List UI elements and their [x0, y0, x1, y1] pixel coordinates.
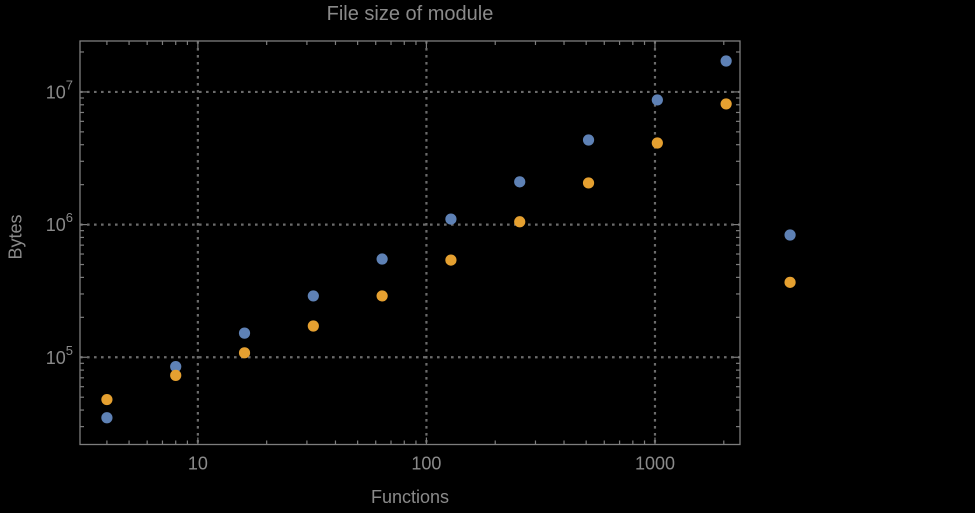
x-tick-label: 1000: [635, 454, 675, 474]
y-tick-label: 107: [46, 77, 73, 102]
data-point-series-orange: [445, 254, 457, 266]
data-point-series-orange: [238, 347, 251, 359]
data-point-series-blue: [720, 55, 732, 67]
data-point-series-orange: [651, 137, 663, 149]
data-point-series-orange: [514, 216, 526, 228]
data-point-series-orange: [307, 320, 319, 332]
x-tick-label: 10: [188, 454, 208, 474]
data-point-series-blue: [582, 134, 595, 146]
data-point-series-orange: [582, 177, 595, 189]
plot-frame: [79, 40, 741, 446]
data-point-series-blue: [101, 412, 113, 424]
data-point-series-orange: [720, 98, 732, 110]
x-tick-label: 100: [411, 454, 441, 474]
data-point-series-blue: [170, 361, 182, 373]
data-point-series-blue: [376, 253, 388, 265]
data-point-series-blue: [651, 94, 663, 106]
chart-title: File size of module: [326, 3, 494, 25]
data-point-series-blue: [514, 176, 526, 188]
data-point-series-blue: [238, 327, 251, 339]
data-point-series-blue: [445, 213, 457, 225]
data-point-series-orange: [101, 393, 113, 406]
data-point-series-orange: [170, 369, 182, 381]
data-point-series-blue: [784, 229, 796, 241]
y-tick-label: 105: [46, 343, 73, 368]
data-point-series-orange: [784, 276, 796, 288]
data-point-series-orange: [376, 290, 388, 302]
y-axis-label: Bytes: [5, 214, 26, 260]
x-axis-label: Functions: [370, 487, 450, 507]
y-tick-label: 106: [46, 210, 73, 235]
data-point-series-blue: [307, 290, 319, 302]
